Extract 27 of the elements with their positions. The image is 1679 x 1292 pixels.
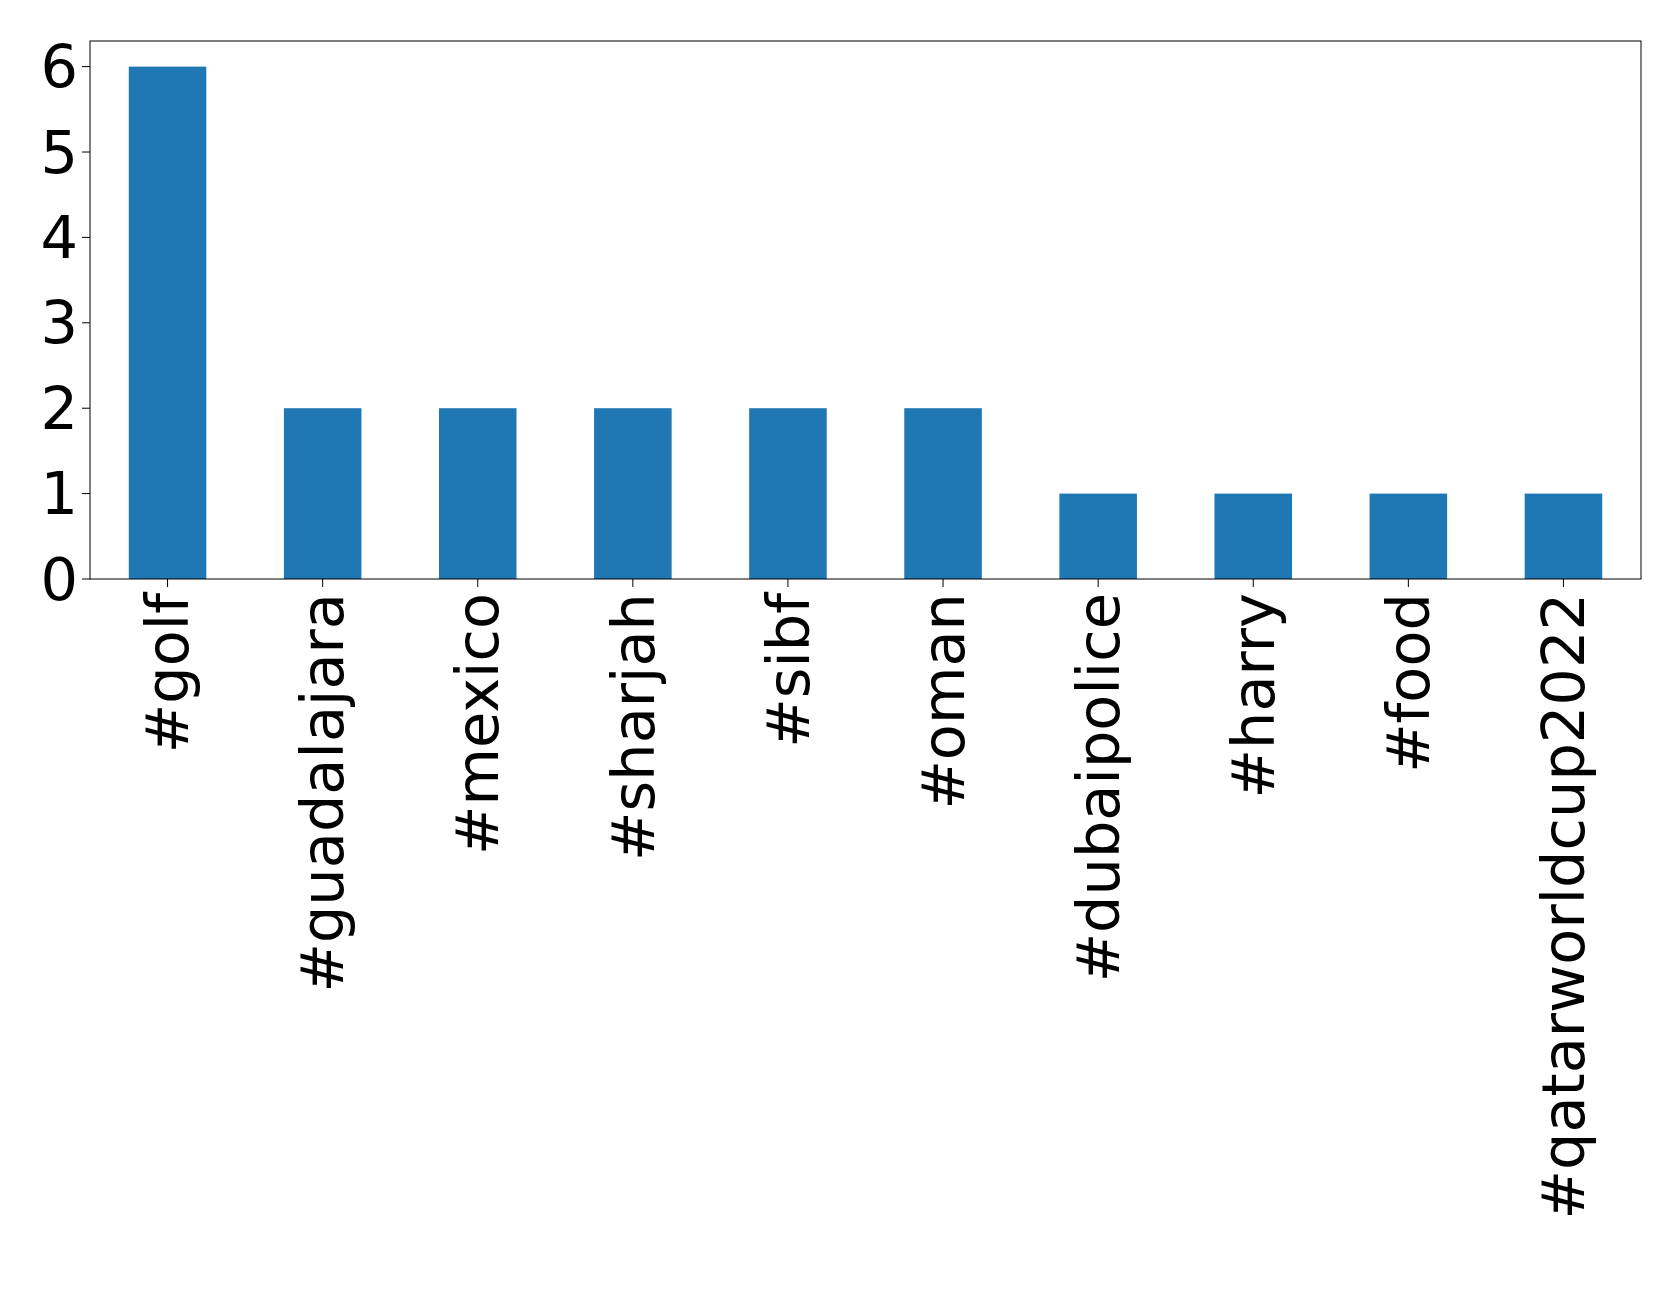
- y-tick-label: 4: [40, 203, 78, 273]
- bar: [904, 408, 982, 579]
- bar: [1524, 493, 1603, 579]
- bar: [1369, 493, 1448, 579]
- y-tick-label: 3: [40, 288, 78, 358]
- bar: [128, 66, 207, 579]
- bar: [594, 408, 672, 579]
- x-tick-label: #qatarworldcup2022: [1529, 593, 1599, 1220]
- x-tick-label: #sibf: [753, 591, 823, 748]
- bar: [1214, 493, 1293, 579]
- x-tick-label: #guadalajara: [288, 593, 358, 993]
- y-tick-label: 1: [40, 459, 78, 529]
- y-tick-label: 0: [40, 544, 78, 614]
- x-tick-label: #food: [1374, 593, 1443, 773]
- x-tick-label: #dubaipolice: [1063, 593, 1133, 983]
- bar: [438, 408, 517, 579]
- bar: [283, 408, 362, 579]
- x-tick-label: #golf: [133, 591, 203, 754]
- bar: [1059, 493, 1137, 579]
- y-tick-label: 2: [40, 373, 78, 443]
- x-tick-label: #harry: [1218, 593, 1288, 799]
- x-tick-label: #sharjah: [598, 593, 668, 861]
- bar: [749, 408, 827, 579]
- x-tick-label: #mexico: [443, 593, 513, 856]
- x-tick-label: #oman: [908, 593, 978, 810]
- y-tick-label: 5: [40, 117, 78, 187]
- y-tick-label: 6: [40, 32, 78, 102]
